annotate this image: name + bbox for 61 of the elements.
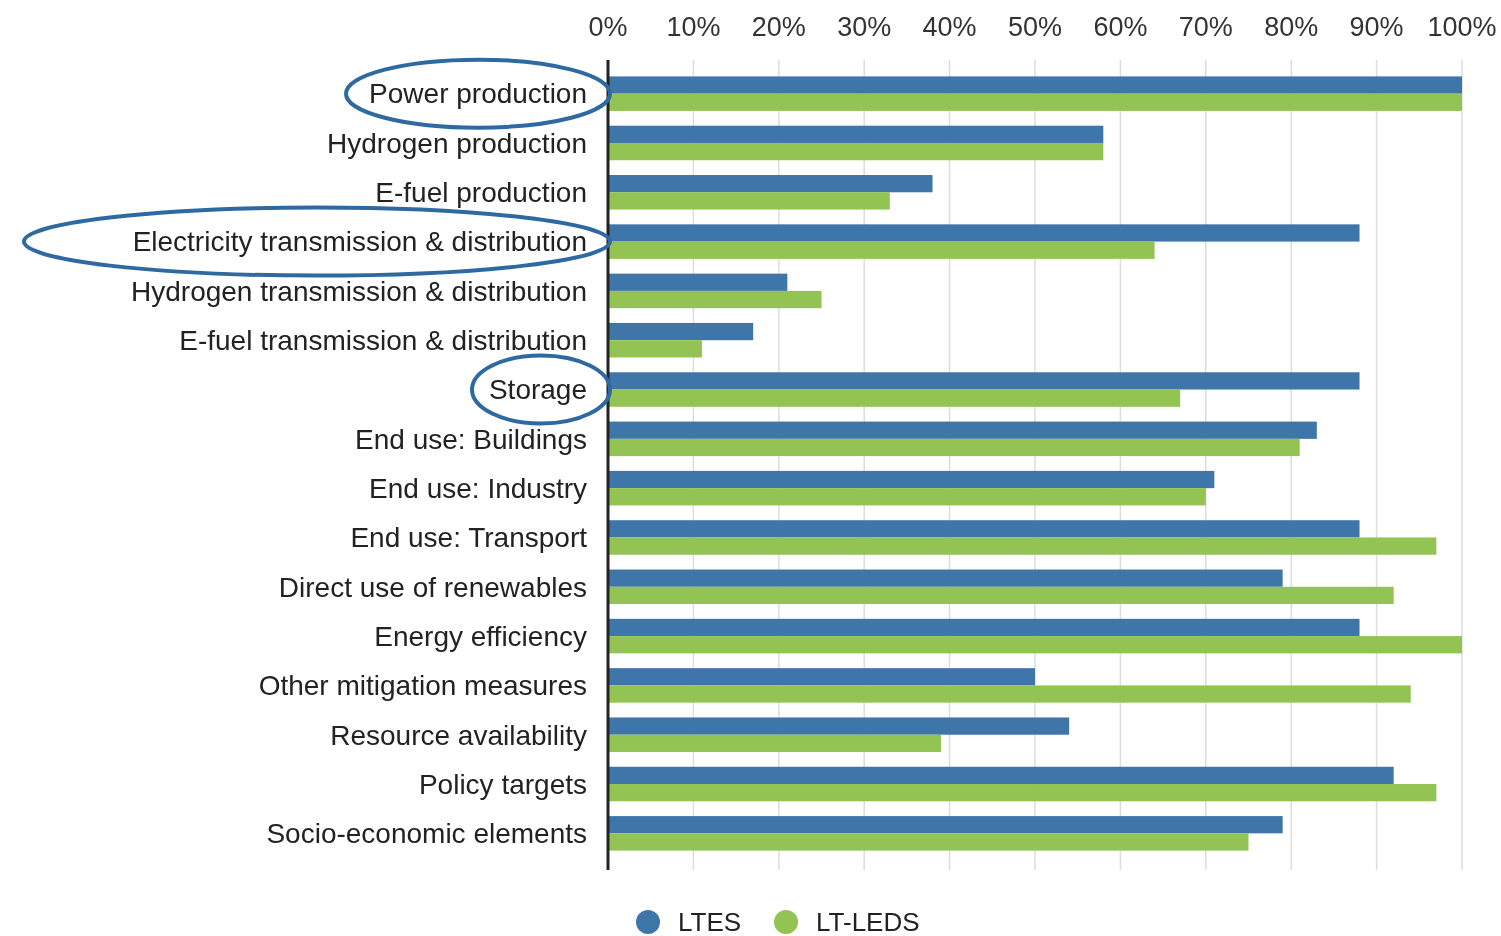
bar xyxy=(608,76,1462,94)
bar xyxy=(608,322,754,341)
y-tick-label: Electricity transmission & distribution xyxy=(132,226,587,258)
x-tick-label: 60% xyxy=(1093,12,1148,42)
bar xyxy=(608,734,942,752)
legend-label: LT-LEDS xyxy=(816,907,920,936)
bar xyxy=(608,125,1104,143)
bar xyxy=(608,586,1394,605)
y-tick-label: E-fuel transmission & distribution xyxy=(179,325,587,357)
bar xyxy=(608,668,1035,686)
y-tick-label: Socio-economic elements xyxy=(266,818,587,850)
bar xyxy=(608,438,1300,457)
y-tick-label: Energy efficiency xyxy=(374,620,587,652)
x-tick-label: 50% xyxy=(1007,12,1063,42)
bar xyxy=(608,833,1249,851)
bar xyxy=(608,520,1360,538)
y-tick-label: Storage xyxy=(488,374,587,406)
bar xyxy=(608,636,1462,654)
x-tick-label: 0% xyxy=(588,12,628,42)
bar xyxy=(608,766,1394,785)
y-tick-label: Other mitigation measures xyxy=(258,670,587,702)
bar xyxy=(608,290,822,309)
x-tick-label: 100% xyxy=(1427,12,1497,42)
y-tick-label: E-fuel production xyxy=(375,177,587,209)
bar xyxy=(608,488,1206,506)
y-tick-label: End use: Industry xyxy=(369,472,587,504)
bar xyxy=(608,142,1104,161)
x-tick-label: 80% xyxy=(1264,12,1319,42)
bar xyxy=(608,537,1437,555)
bar xyxy=(608,470,1215,489)
y-tick-label: Direct use of renewables xyxy=(278,571,587,603)
legend-label: LTES xyxy=(678,907,742,936)
bar xyxy=(608,784,1437,802)
bar xyxy=(608,569,1283,587)
bar xyxy=(608,421,1317,439)
y-tick-label: End use: Transport xyxy=(350,522,588,554)
x-tick-label: 40% xyxy=(922,12,977,42)
x-tick-label: 20% xyxy=(751,12,806,42)
bar xyxy=(608,685,1411,703)
bar xyxy=(608,372,1360,390)
y-tick-label: Hydrogen production xyxy=(327,127,587,159)
y-tick-label: Hydrogen transmission & distribution xyxy=(131,275,587,307)
y-tick-label: Policy targets xyxy=(418,768,587,800)
y-tick-label: End use: Buildings xyxy=(355,423,587,455)
bar xyxy=(608,175,933,193)
bar xyxy=(608,241,1155,259)
bar xyxy=(608,224,1360,242)
bar xyxy=(608,192,890,210)
bar xyxy=(608,93,1462,111)
bar xyxy=(608,816,1283,834)
x-tick-label: 70% xyxy=(1178,12,1233,42)
bar xyxy=(608,717,1070,735)
y-tick-label: Resource availability xyxy=(330,719,587,751)
x-tick-label: 30% xyxy=(837,12,892,42)
bar xyxy=(608,389,1181,407)
x-tick-label: 90% xyxy=(1349,12,1404,42)
bar xyxy=(608,273,788,291)
x-tick-label: 10% xyxy=(666,12,721,42)
bar xyxy=(608,340,702,358)
y-tick-label: Power production xyxy=(369,78,587,110)
bar xyxy=(608,618,1360,637)
